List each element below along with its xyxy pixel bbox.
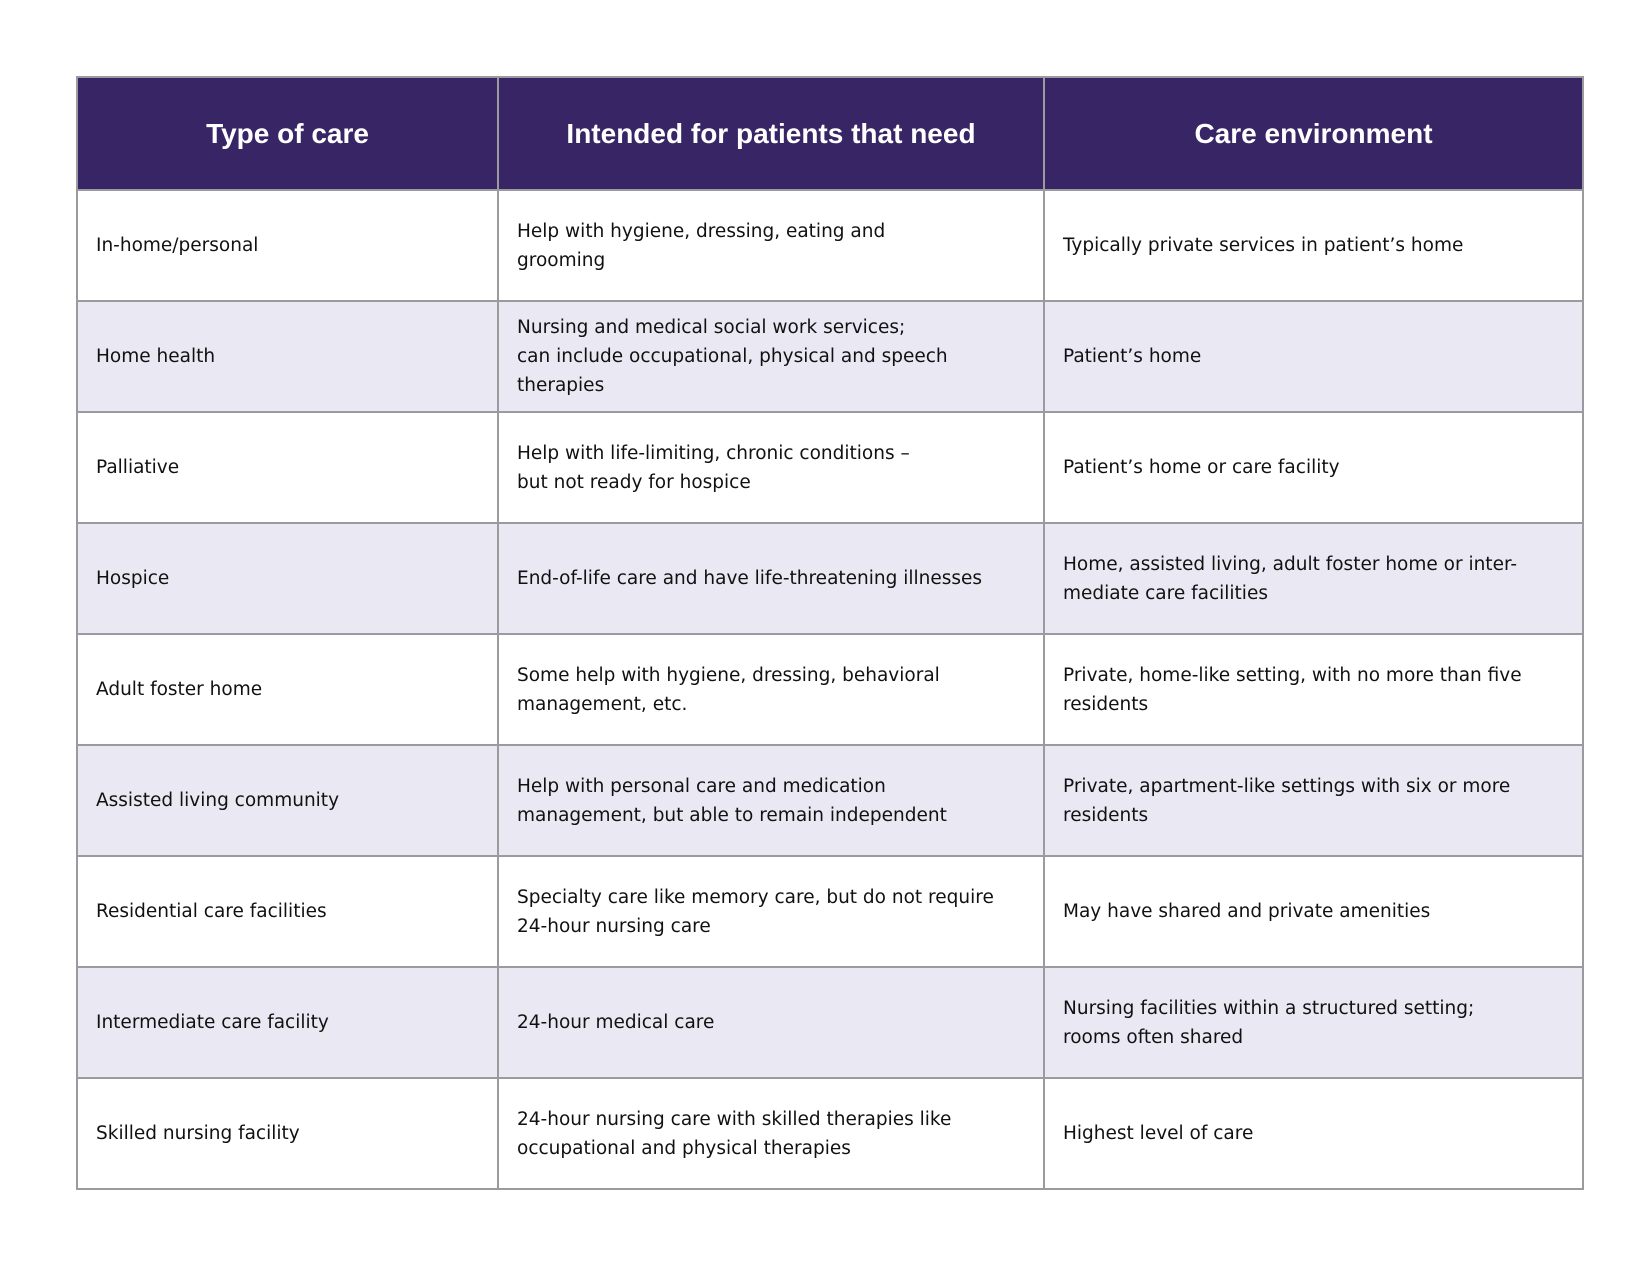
table-cell: 24-hour nursing care with skilled therap… <box>497 1077 1045 1190</box>
table-cell: May have shared and private amenities <box>1043 855 1584 968</box>
cell-line: Private, apartment-like settings with si… <box>1063 775 1511 797</box>
cell-line: Typically private services in patient’s … <box>1063 235 1464 256</box>
table-cell: Highest level of care <box>1043 1077 1584 1190</box>
table-cell: Help with life-limiting, chronic conditi… <box>497 411 1045 524</box>
table-cell: Help with personal care and medication ma… <box>497 744 1045 857</box>
table-row: Hospice End-of-life care and have life-th… <box>76 522 1584 635</box>
table-row: Adult foster home Some help with hygiene,… <box>76 633 1584 746</box>
cell-line: Residential care facilities <box>96 901 327 922</box>
cell-line: residents <box>1063 693 1149 715</box>
table-row: Assisted living community Help with perso… <box>76 744 1584 857</box>
cell-line: Private, home-like setting, with no more… <box>1063 664 1522 686</box>
cell-line: Specialty care like memory care, but do … <box>517 886 994 908</box>
table-cell: Palliative <box>76 411 499 524</box>
cell-line: 24-hour medical care <box>517 1012 715 1033</box>
cell-line: rooms often shared <box>1063 1026 1244 1048</box>
table-row: Palliative Help with life-limiting, chron… <box>76 411 1584 524</box>
header-cell: Intended for patients that need <box>497 76 1045 191</box>
cell-line: Help with hygiene, dressing, eating and <box>517 220 886 242</box>
table-cell: Adult foster home <box>76 633 499 746</box>
table-row: Skilled nursing facility 24-hour nursing … <box>76 1077 1584 1190</box>
cell-line: Help with life-limiting, chronic conditi… <box>517 442 910 464</box>
table-cell: Typically private services in patient’s … <box>1043 189 1584 302</box>
cell-line: management, but able to remain independe… <box>517 804 947 826</box>
cell-line: can include occupational, physical and s… <box>517 346 948 367</box>
table-cell: Home health <box>76 300 499 413</box>
cell-line: Nursing facilities within a structured s… <box>1063 997 1475 1019</box>
table-cell: Skilled nursing facility <box>76 1077 499 1190</box>
table-cell: Intermediate care facility <box>76 966 499 1079</box>
table-cell: End-of-life care and have life-threateni… <box>497 522 1045 635</box>
cell-line: Nursing and medical social work services… <box>517 317 906 338</box>
cell-line: 24-hour nursing care with skilled therap… <box>517 1108 952 1130</box>
table-row: Intermediate care facility 24-hour medica… <box>76 966 1584 1079</box>
cell-line: Palliative <box>96 457 180 478</box>
table-cell: Private, apartment-like settings with si… <box>1043 744 1584 857</box>
cell-line: In-home/personal <box>96 235 259 256</box>
cell-line: Hospice <box>96 568 170 589</box>
cell-line: mediate care facilities <box>1063 582 1268 604</box>
table-cell: Nursing and medical social work services… <box>497 300 1045 413</box>
cell-line: End-of-life care and have life-threateni… <box>517 568 983 589</box>
cell-line: residents <box>1063 804 1149 826</box>
table-cell: Specialty care like memory care, but do … <box>497 855 1045 968</box>
cell-line: grooming <box>517 249 606 271</box>
cell-line: 24-hour nursing care <box>517 915 711 937</box>
cell-line: Patient’s home <box>1063 346 1202 367</box>
table-row: In-home/personal Help with hygiene, dress… <box>76 189 1584 302</box>
table-cell: Nursing facilities within a structured s… <box>1043 966 1584 1079</box>
cell-line: Highest level of care <box>1063 1123 1254 1144</box>
table-cell: 24-hour medical care <box>497 966 1045 1079</box>
cell-line: but not ready for hospice <box>517 471 751 493</box>
cell-line: occupational and physical therapies <box>517 1137 851 1159</box>
cell-line: Some help with hygiene, dressing, behavi… <box>517 664 940 686</box>
table-cell: Home, assisted living, adult foster home… <box>1043 522 1584 635</box>
table-body: In-home/personal Help with hygiene, dress… <box>76 189 1584 1190</box>
header-row: Type of care Intended for patients that n… <box>76 76 1584 191</box>
header-cell: Care environment <box>1043 76 1584 191</box>
cell-line: management, etc. <box>517 693 688 715</box>
cell-line: Help with personal care and medication <box>517 775 886 797</box>
cell-line: Adult foster home <box>96 679 263 700</box>
table-cell: Private, home-like setting, with no more… <box>1043 633 1584 746</box>
table-cell: Assisted living community <box>76 744 499 857</box>
table-cell: Patient’s home <box>1043 300 1584 413</box>
cell-line: Home health <box>96 346 216 367</box>
cell-line: Assisted living community <box>96 790 340 811</box>
table-cell: Residential care facilities <box>76 855 499 968</box>
cell-line: Intermediate care facility <box>96 1012 329 1033</box>
table-cell: Help with hygiene, dressing, eating and g… <box>497 189 1045 302</box>
table-row: Residential care facilities Specialty car… <box>76 855 1584 968</box>
table-cell: Patient’s home or care facility <box>1043 411 1584 524</box>
table-cell: Hospice <box>76 522 499 635</box>
cell-line: May have shared and private amenities <box>1063 901 1431 922</box>
table-cell: In-home/personal <box>76 189 499 302</box>
cell-line: Skilled nursing facility <box>96 1123 300 1144</box>
header-cell: Type of care <box>76 76 499 191</box>
table-row: Home health Nursing and medical social wo… <box>76 300 1584 413</box>
cell-line: Patient’s home or care facility <box>1063 457 1340 478</box>
cell-line: Home, assisted living, adult foster home… <box>1063 553 1518 575</box>
table-cell: Some help with hygiene, dressing, behavi… <box>497 633 1045 746</box>
cell-line: therapies <box>517 375 605 396</box>
care-table: Type of care Intended for patients that n… <box>76 76 1584 1190</box>
